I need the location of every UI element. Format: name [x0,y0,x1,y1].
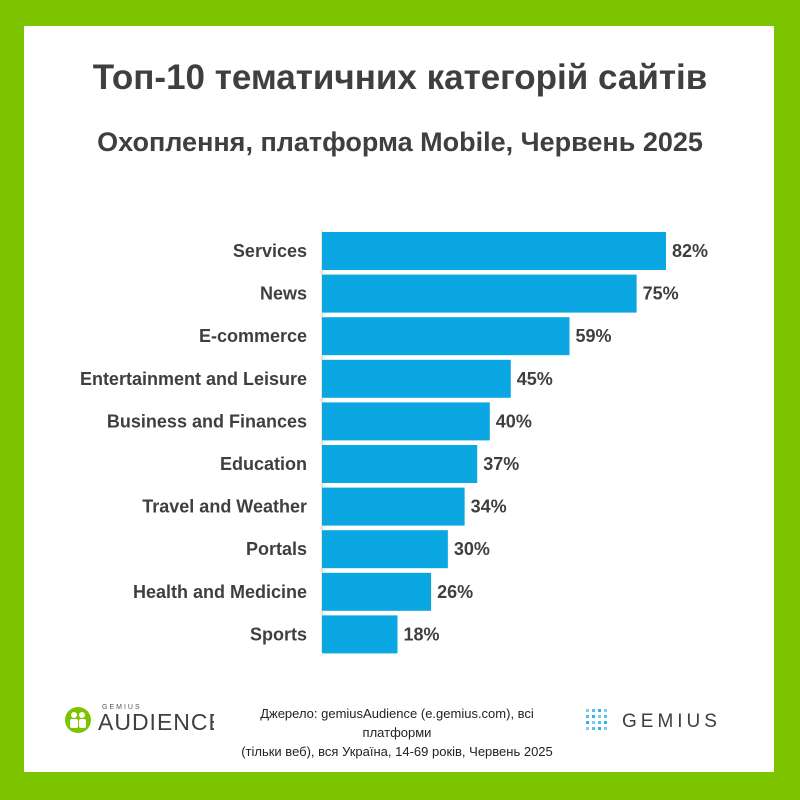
bar-2 [322,317,570,356]
audience-person-icon [65,707,91,733]
bar-0 [322,232,666,270]
bar-3 [322,359,511,398]
category-label-1: News [260,284,307,304]
category-label-2: E-commerce [199,326,307,346]
value-label-6: 34% [471,497,507,517]
value-label-8: 26% [437,582,473,602]
category-label-3: Entertainment and Leisure [80,369,307,389]
bar-4 [322,402,490,441]
value-label-0: 82% [672,241,708,261]
source-line-2: (тільки веб), вся Україна, 14-69 років, … [241,744,553,759]
gemius-audience-logo: GEMIUS AUDIENCE [65,704,214,735]
category-label-5: Education [220,454,307,474]
bar-9 [322,615,398,654]
chart-subtitle: Охоплення, платформа Mobile, Червень 202… [97,127,703,157]
bar-5 [322,445,478,483]
logo-left-small-text: GEMIUS [102,704,142,711]
category-label-9: Sports [250,624,307,644]
value-label-3: 45% [517,369,553,389]
value-label-5: 37% [483,454,519,474]
source-note: Джерело: gemiusAudience (e.gemius.com), … [232,704,562,761]
bar-1 [322,274,637,313]
bar-6 [322,487,465,526]
value-label-7: 30% [454,539,490,559]
value-label-1: 75% [643,284,679,304]
category-label-0: Services [233,241,307,261]
value-label-9: 18% [404,624,440,644]
bar-7 [322,530,448,569]
source-line-1: Джерело: gemiusAudience (e.gemius.com), … [260,706,534,740]
category-label-4: Business and Finances [107,411,307,431]
gemius-dots-icon [586,709,607,730]
value-label-4: 40% [496,411,532,431]
content-card [24,26,774,772]
gemius-logo: GEMIUS [586,709,721,732]
category-label-6: Travel and Weather [142,497,307,517]
logo-right-text: GEMIUS [622,711,721,732]
chart-title: Топ-10 тематичних категорій сайтів [92,58,708,97]
logo-left-main-text: AUDIENCE [98,709,214,735]
category-label-7: Portals [246,539,307,559]
category-label-8: Health and Medicine [133,582,307,602]
bar-8 [322,572,432,611]
value-label-2: 59% [576,326,612,346]
bar-chart: Services 82% News 75% E-commerce 59% Entertain… [80,230,708,654]
